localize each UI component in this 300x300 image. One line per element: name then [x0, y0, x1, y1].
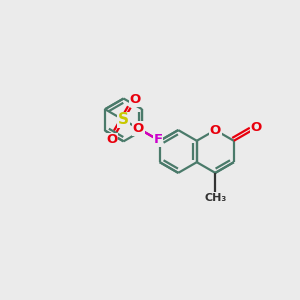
Text: S: S	[118, 112, 129, 128]
Text: O: O	[210, 124, 221, 136]
Text: CH₃: CH₃	[204, 193, 226, 203]
Text: O: O	[106, 134, 118, 146]
Text: O: O	[250, 122, 262, 134]
Text: F: F	[154, 133, 163, 146]
Text: O: O	[130, 93, 141, 106]
Text: O: O	[133, 122, 144, 135]
